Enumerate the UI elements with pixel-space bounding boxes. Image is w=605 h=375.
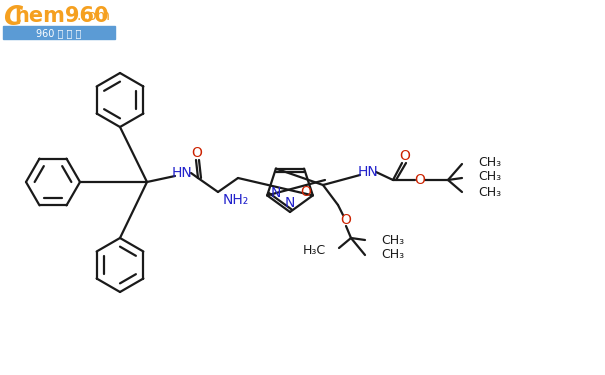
Text: O: O	[341, 213, 352, 227]
Text: H₃C: H₃C	[303, 243, 326, 256]
Text: O: O	[192, 146, 203, 160]
Text: HN: HN	[358, 165, 378, 179]
Text: O: O	[414, 173, 425, 187]
Text: C: C	[3, 5, 22, 31]
Text: N: N	[271, 186, 281, 200]
Text: HN: HN	[172, 166, 192, 180]
Text: CH₃: CH₃	[478, 186, 501, 198]
Text: CH₃: CH₃	[381, 249, 404, 261]
Text: N: N	[285, 196, 295, 210]
Text: O: O	[301, 185, 311, 200]
Text: NH₂: NH₂	[223, 193, 249, 207]
Text: .com: .com	[77, 9, 111, 23]
Bar	[3, 26, 115, 39]
Text: 960 化 工 网: 960 化 工 网	[36, 28, 82, 38]
Text: CH₃: CH₃	[381, 234, 404, 246]
Text: hem960: hem960	[14, 6, 108, 26]
Text: CH₃: CH₃	[478, 156, 501, 168]
Text: CH₃: CH₃	[478, 171, 501, 183]
Text: O: O	[399, 149, 410, 163]
